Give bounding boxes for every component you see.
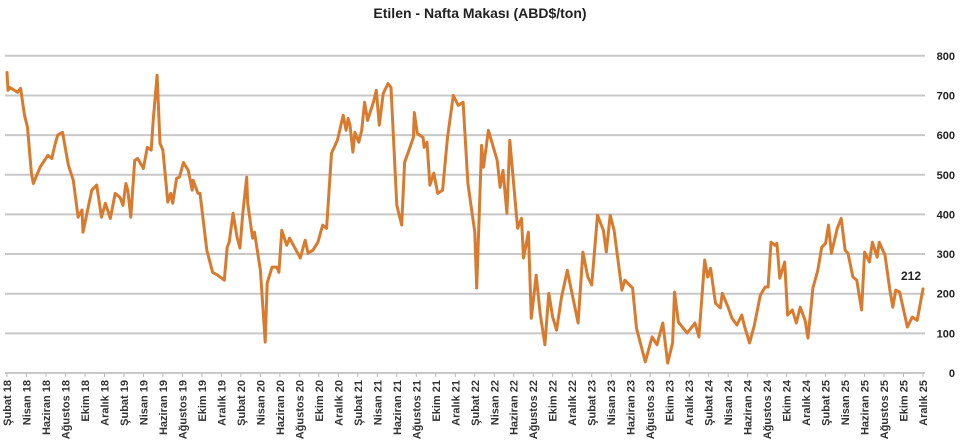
- x-tick-label: Aralık 23: [684, 380, 696, 426]
- last-value-label: 212: [901, 269, 921, 283]
- x-tick-label: Ekim 24: [782, 379, 794, 421]
- x-tick-label: Nisan 21: [372, 380, 384, 425]
- y-tick-label: 100: [937, 328, 955, 340]
- x-tick-label: Ekim 18: [80, 380, 92, 422]
- x-tick-label: Aralık 21: [450, 380, 462, 426]
- x-tick-label: Haziran 19: [158, 380, 170, 435]
- x-tick-label: Haziran 20: [275, 380, 287, 435]
- y-tick-label: 200: [937, 289, 955, 301]
- y-tick-label: 400: [937, 209, 955, 221]
- x-tick-label: Haziran 22: [509, 380, 521, 435]
- x-tick-label: Haziran 18: [41, 380, 53, 435]
- x-tick-label: Ağustos 18: [60, 380, 72, 439]
- x-tick-label: Şubat 19: [119, 380, 131, 426]
- x-tick-label: Haziran 24: [743, 379, 755, 435]
- x-tick-label: Şubat 23: [587, 380, 599, 426]
- x-tick-label: Aralık 25: [918, 380, 930, 426]
- x-tick-label: Şubat 25: [821, 380, 833, 426]
- x-tick-label: Şubat 21: [353, 380, 365, 426]
- x-tick-label: Ağustos 23: [645, 380, 657, 439]
- x-tick-label: Ağustos 20: [294, 380, 306, 439]
- x-tick-label: Nisan 19: [138, 380, 150, 425]
- x-tick-label: Ekim 21: [431, 380, 443, 422]
- x-tick-label: Aralık 19: [216, 380, 228, 426]
- x-tick-label: Ekim 19: [197, 380, 209, 422]
- x-tick-label: Şubat 20: [236, 380, 248, 426]
- x-tick-label: Aralık 20: [333, 380, 345, 426]
- x-tick-label: Ağustos 19: [177, 380, 189, 439]
- x-tick-label: Haziran 23: [626, 380, 638, 435]
- x-tick-label: Ağustos 24: [762, 379, 774, 439]
- x-tick-label: Nisan 22: [489, 380, 501, 425]
- x-tick-label: Ekim 25: [899, 380, 911, 422]
- chart-title: Etilen - Nafta Makası (ABD$/ton): [373, 5, 587, 21]
- y-tick-label: 0: [949, 368, 955, 380]
- x-tick-label: Şubat 22: [470, 380, 482, 426]
- x-tick-label: Aralık 18: [99, 380, 111, 426]
- x-tick-label: Ağustos 25: [879, 380, 891, 439]
- x-tick-label: Aralık 24: [801, 379, 813, 426]
- x-tick-label: Nisan 20: [255, 380, 267, 425]
- x-tick-label: Nisan 24: [723, 379, 735, 425]
- series-line: [5, 71, 925, 365]
- x-tick-label: Haziran 21: [392, 380, 404, 435]
- x-tick-label: Nisan 23: [606, 380, 618, 425]
- y-tick-label: 300: [937, 249, 955, 261]
- y-tick-label: 600: [937, 130, 955, 142]
- x-tick-label: Şubat 18: [2, 380, 14, 426]
- x-tick-label: Şubat 24: [704, 379, 716, 426]
- x-tick-label: Aralık 22: [567, 380, 579, 426]
- y-tick-label: 700: [937, 90, 955, 102]
- x-tick-label: Haziran 25: [860, 380, 872, 435]
- x-tick-label: Ağustos 22: [528, 380, 540, 439]
- x-tick-label: Ekim 23: [665, 380, 677, 422]
- y-axis: 0 100 200 300 400 500 600 700 800: [937, 51, 955, 380]
- y-tick-label: 800: [937, 51, 955, 63]
- x-tick-label: Ekim 22: [548, 380, 560, 422]
- series-layer: 212: [5, 71, 925, 365]
- x-tick-label: Nisan 18: [21, 380, 33, 425]
- x-tick-label: Nisan 25: [840, 380, 852, 425]
- y-tick-label: 500: [937, 170, 955, 182]
- x-tick-label: Ağustos 21: [411, 380, 423, 439]
- x-axis: Şubat 18 Nisan 18 Haziran 18 Ağustos 18 Ekim…: [2, 372, 930, 439]
- x-tick-label: Ekim 20: [314, 380, 326, 422]
